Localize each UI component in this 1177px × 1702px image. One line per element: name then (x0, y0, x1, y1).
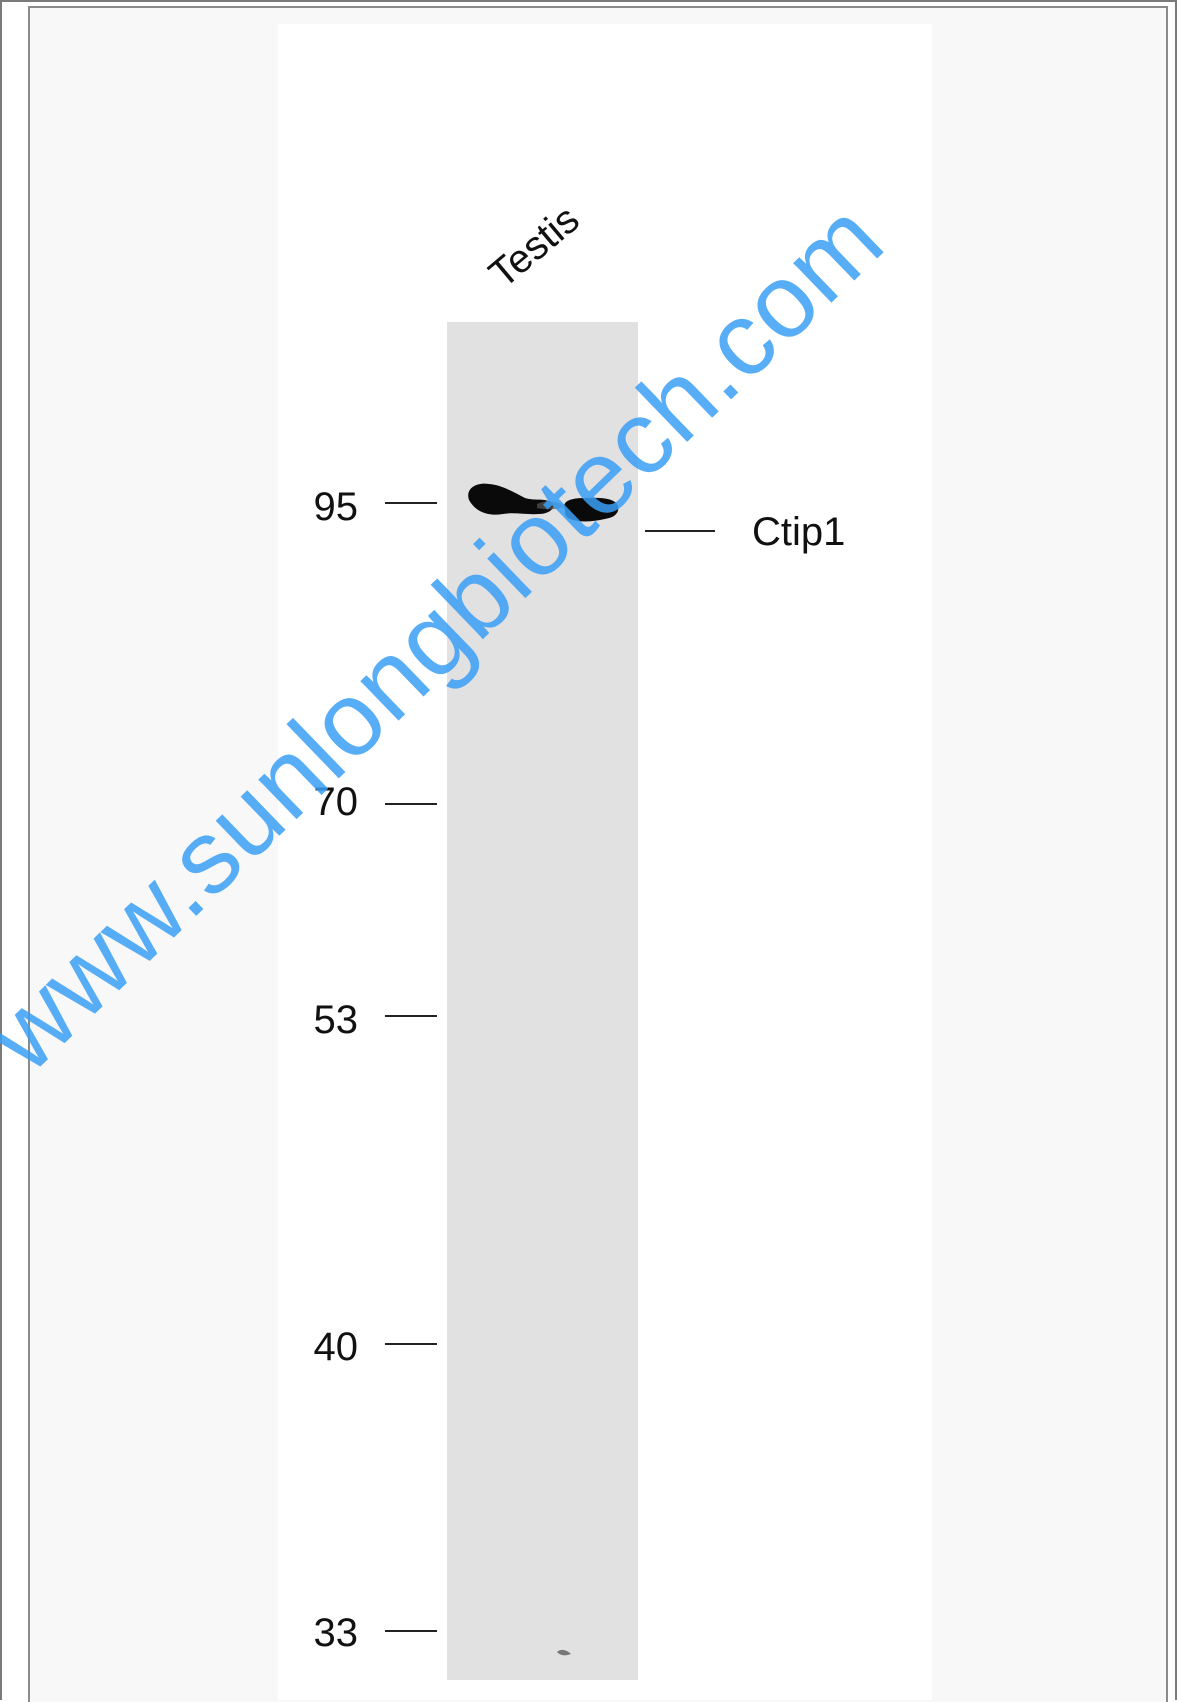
protein-band-right (564, 497, 619, 522)
protein-band-left (468, 483, 554, 515)
marker-tick-70 (385, 803, 437, 805)
marker-tick-95 (385, 502, 437, 504)
band-pointer-line (645, 530, 715, 532)
band-label-ctip1: Ctip1 (752, 510, 846, 554)
marker-label-95: 95 (313, 485, 359, 529)
marker-tick-33 (385, 1630, 437, 1632)
gel-lane (447, 322, 638, 1680)
protein-band-group (468, 483, 619, 1656)
marker-tick-40 (385, 1343, 437, 1345)
marker-label-33: 33 (313, 1611, 359, 1655)
marker-label-70: 70 (313, 780, 359, 824)
protein-band-bridge (537, 501, 565, 510)
marker-tick-53 (385, 1015, 437, 1017)
lane-artifact (557, 1649, 571, 1656)
marker-label-40: 40 (313, 1325, 359, 1369)
marker-label-53: 53 (313, 998, 359, 1042)
